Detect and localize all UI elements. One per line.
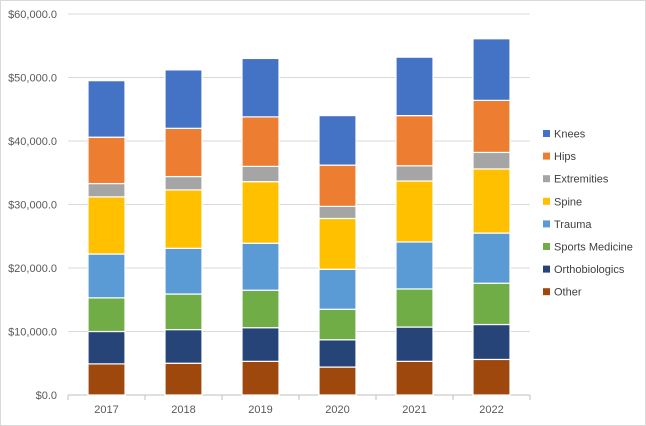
y-tick-label: $50,000.0 <box>8 73 57 85</box>
bars <box>87 38 511 396</box>
y-tick-label: $30,000.0 <box>8 200 57 212</box>
bar-extremities-2018 <box>164 175 203 191</box>
bar-other-2017 <box>87 363 126 396</box>
x-tick-label: 2019 <box>248 404 272 416</box>
legend-swatch <box>543 152 550 160</box>
bar-other-2022 <box>472 358 511 396</box>
bar-knees-2019 <box>241 57 280 118</box>
bar-sports-medicine-2020 <box>318 308 357 341</box>
y-tick-label: $20,000.0 <box>8 263 57 275</box>
bar-spine-2020 <box>318 217 357 270</box>
bar-sports-medicine-2019 <box>241 289 280 329</box>
y-tick-label: $40,000.0 <box>8 136 57 148</box>
legend-item-knees: Knees <box>543 129 586 141</box>
bar-spine-2022 <box>472 168 511 234</box>
bar-sports-medicine-2017 <box>87 297 126 333</box>
bar-extremities-2021 <box>395 165 434 182</box>
legend-label: Spine <box>554 196 582 208</box>
legend-label: Sports Medicine <box>554 242 633 254</box>
bar-orthobiologics-2017 <box>87 330 126 365</box>
bar-hips-2018 <box>164 127 203 178</box>
bar-orthobiologics-2021 <box>395 326 434 362</box>
bar-knees-2021 <box>395 56 434 117</box>
bar-trauma-2022 <box>472 232 511 284</box>
bar-hips-2020 <box>318 164 357 208</box>
bar-other-2021 <box>395 360 434 396</box>
bar-spine-2017 <box>87 196 126 255</box>
bar-sports-medicine-2018 <box>164 293 203 331</box>
bar-spine-2018 <box>164 189 203 249</box>
bar-knees-2020 <box>318 114 357 166</box>
y-tick-label: $0.0 <box>36 390 57 402</box>
legend-item-orthobiologics: Orthobiologics <box>543 264 625 276</box>
bar-trauma-2020 <box>318 268 357 310</box>
bar-other-2018 <box>164 362 203 396</box>
bar-knees-2017 <box>87 80 126 138</box>
legend-swatch <box>543 288 550 296</box>
bar-hips-2022 <box>472 99 511 154</box>
bar-other-2019 <box>241 360 280 396</box>
bar-orthobiologics-2019 <box>241 327 280 362</box>
legend-label: Other <box>554 287 582 299</box>
bar-knees-2018 <box>164 69 203 129</box>
legend-item-hips: Hips <box>543 151 577 163</box>
x-tick-label: 2020 <box>325 404 349 416</box>
y-tick-label: $60,000.0 <box>8 9 57 21</box>
legend-item-spine: Spine <box>543 196 582 208</box>
bar-extremities-2017 <box>87 182 126 198</box>
legend-swatch <box>543 197 550 205</box>
bar-knees-2022 <box>472 38 511 101</box>
x-tick-label: 2017 <box>94 404 118 416</box>
bar-extremities-2020 <box>318 205 357 220</box>
bar-orthobiologics-2022 <box>472 323 511 361</box>
bar-sports-medicine-2022 <box>472 282 511 326</box>
bar-trauma-2019 <box>241 242 280 291</box>
legend-item-other: Other <box>543 287 582 299</box>
legend-swatch <box>543 130 550 137</box>
x-tick-label: 2018 <box>171 404 195 416</box>
legend-swatch <box>543 175 550 183</box>
bar-trauma-2017 <box>87 253 126 299</box>
legend-label: Orthobiologics <box>554 264 625 276</box>
gridlines <box>68 13 530 396</box>
bar-trauma-2021 <box>395 241 434 290</box>
bar-extremities-2022 <box>472 151 511 170</box>
legend: Knees Hips Extremities Spine Trauma Sports Me… <box>543 129 633 299</box>
bar-sports-medicine-2021 <box>395 288 434 328</box>
legend-item-trauma: Trauma <box>543 219 592 231</box>
legend-item-sports-medicine: Sports Medicine <box>543 242 633 254</box>
legend-label: Hips <box>554 151 577 163</box>
y-tick-label: $10,000.0 <box>8 327 57 339</box>
bar-spine-2021 <box>395 180 434 243</box>
x-tick-label: 2022 <box>479 404 503 416</box>
legend-label: Knees <box>554 129 586 141</box>
legend-swatch <box>543 220 550 228</box>
bar-hips-2019 <box>241 116 280 168</box>
y-axis: $0.0 $10,000.0 $20,000.0 $30,000.0 $40,000.0… <box>8 9 57 402</box>
bar-orthobiologics-2018 <box>164 328 203 364</box>
legend-item-extremities: Extremities <box>543 174 609 186</box>
bar-orthobiologics-2020 <box>318 339 357 368</box>
bar-spine-2019 <box>241 181 280 244</box>
legend-swatch <box>543 265 550 273</box>
x-tick-label: 2021 <box>402 404 426 416</box>
bar-trauma-2018 <box>164 247 203 295</box>
legend-swatch <box>543 243 550 250</box>
legend-label: Extremities <box>554 174 609 186</box>
bar-other-2020 <box>318 366 357 396</box>
x-axis: 2017 2018 2019 2020 2021 2022 <box>67 395 531 416</box>
legend-label: Trauma <box>554 219 592 231</box>
bar-extremities-2019 <box>241 165 280 183</box>
bar-hips-2021 <box>395 114 434 167</box>
bar-hips-2017 <box>87 136 126 185</box>
